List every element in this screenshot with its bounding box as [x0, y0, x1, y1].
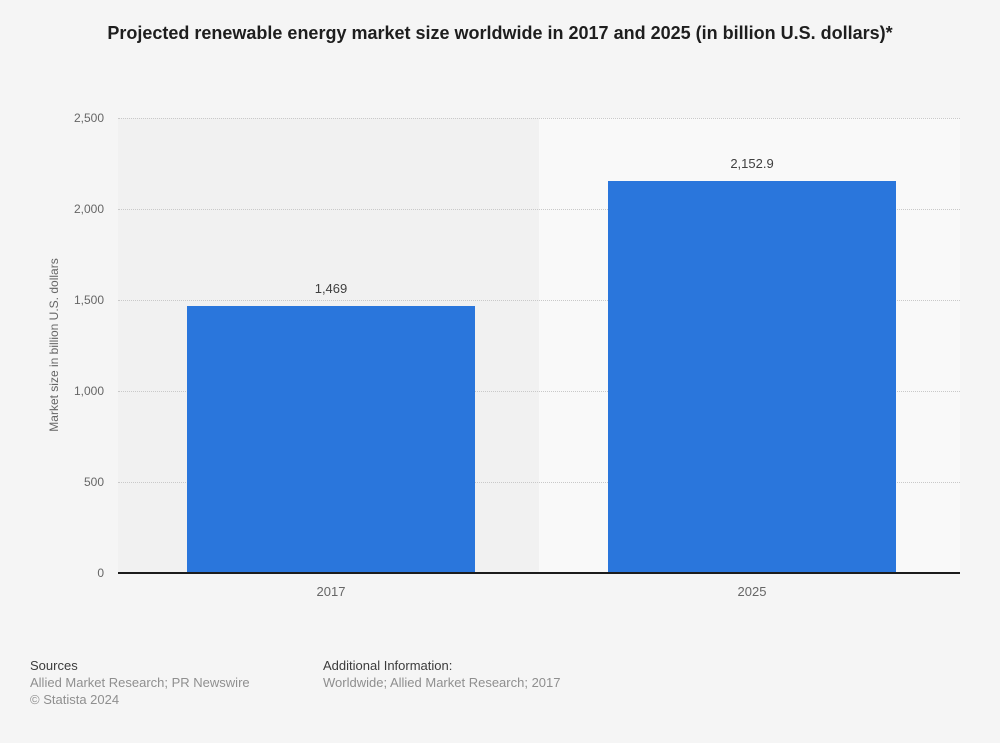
- bar-2017: [187, 305, 475, 573]
- bar-value-label-2017: 1,469: [314, 280, 348, 296]
- gridline-1,000: [118, 391, 960, 392]
- y-tick-label: 500: [83, 475, 104, 489]
- gridline-1,500: [118, 300, 960, 301]
- chart-title: Projected renewable energy market size w…: [107, 23, 893, 43]
- x-tick-label-2025: 2025: [737, 584, 767, 599]
- sources-column: Sources Allied Market Research; PR Newsw…: [30, 657, 323, 708]
- gridline-2,000: [118, 209, 960, 210]
- gridline-2,500: [118, 118, 960, 119]
- sources-text: Allied Market Research; PR Newswire: [30, 675, 250, 690]
- x-axis-line: [118, 572, 960, 574]
- y-axis-title: Market size in billion U.S. dollars: [47, 258, 61, 432]
- chart-footer: Sources Allied Market Research; PR Newsw…: [30, 657, 970, 708]
- y-tick-label: 1,000: [73, 384, 104, 398]
- y-tick-label: 2,000: [73, 202, 104, 216]
- additional-info-column: Additional Information: Worldwide; Allie…: [323, 657, 561, 708]
- gridline-500: [118, 482, 960, 483]
- statista-copyright: © Statista 2024: [30, 692, 120, 707]
- additional-info-heading: Additional Information:: [323, 658, 453, 673]
- y-tick-label: 0: [97, 566, 104, 580]
- y-tick-label: 2,500: [73, 111, 104, 125]
- sources-heading: Sources: [30, 658, 78, 673]
- x-tick-label-2017: 2017: [316, 584, 346, 599]
- bar-2025: [608, 181, 896, 573]
- bar-value-label-2025: 2,152.9: [730, 156, 774, 172]
- additional-info-text: Worldwide; Allied Market Research; 2017: [323, 675, 561, 690]
- y-tick-label: 1,500: [73, 293, 104, 307]
